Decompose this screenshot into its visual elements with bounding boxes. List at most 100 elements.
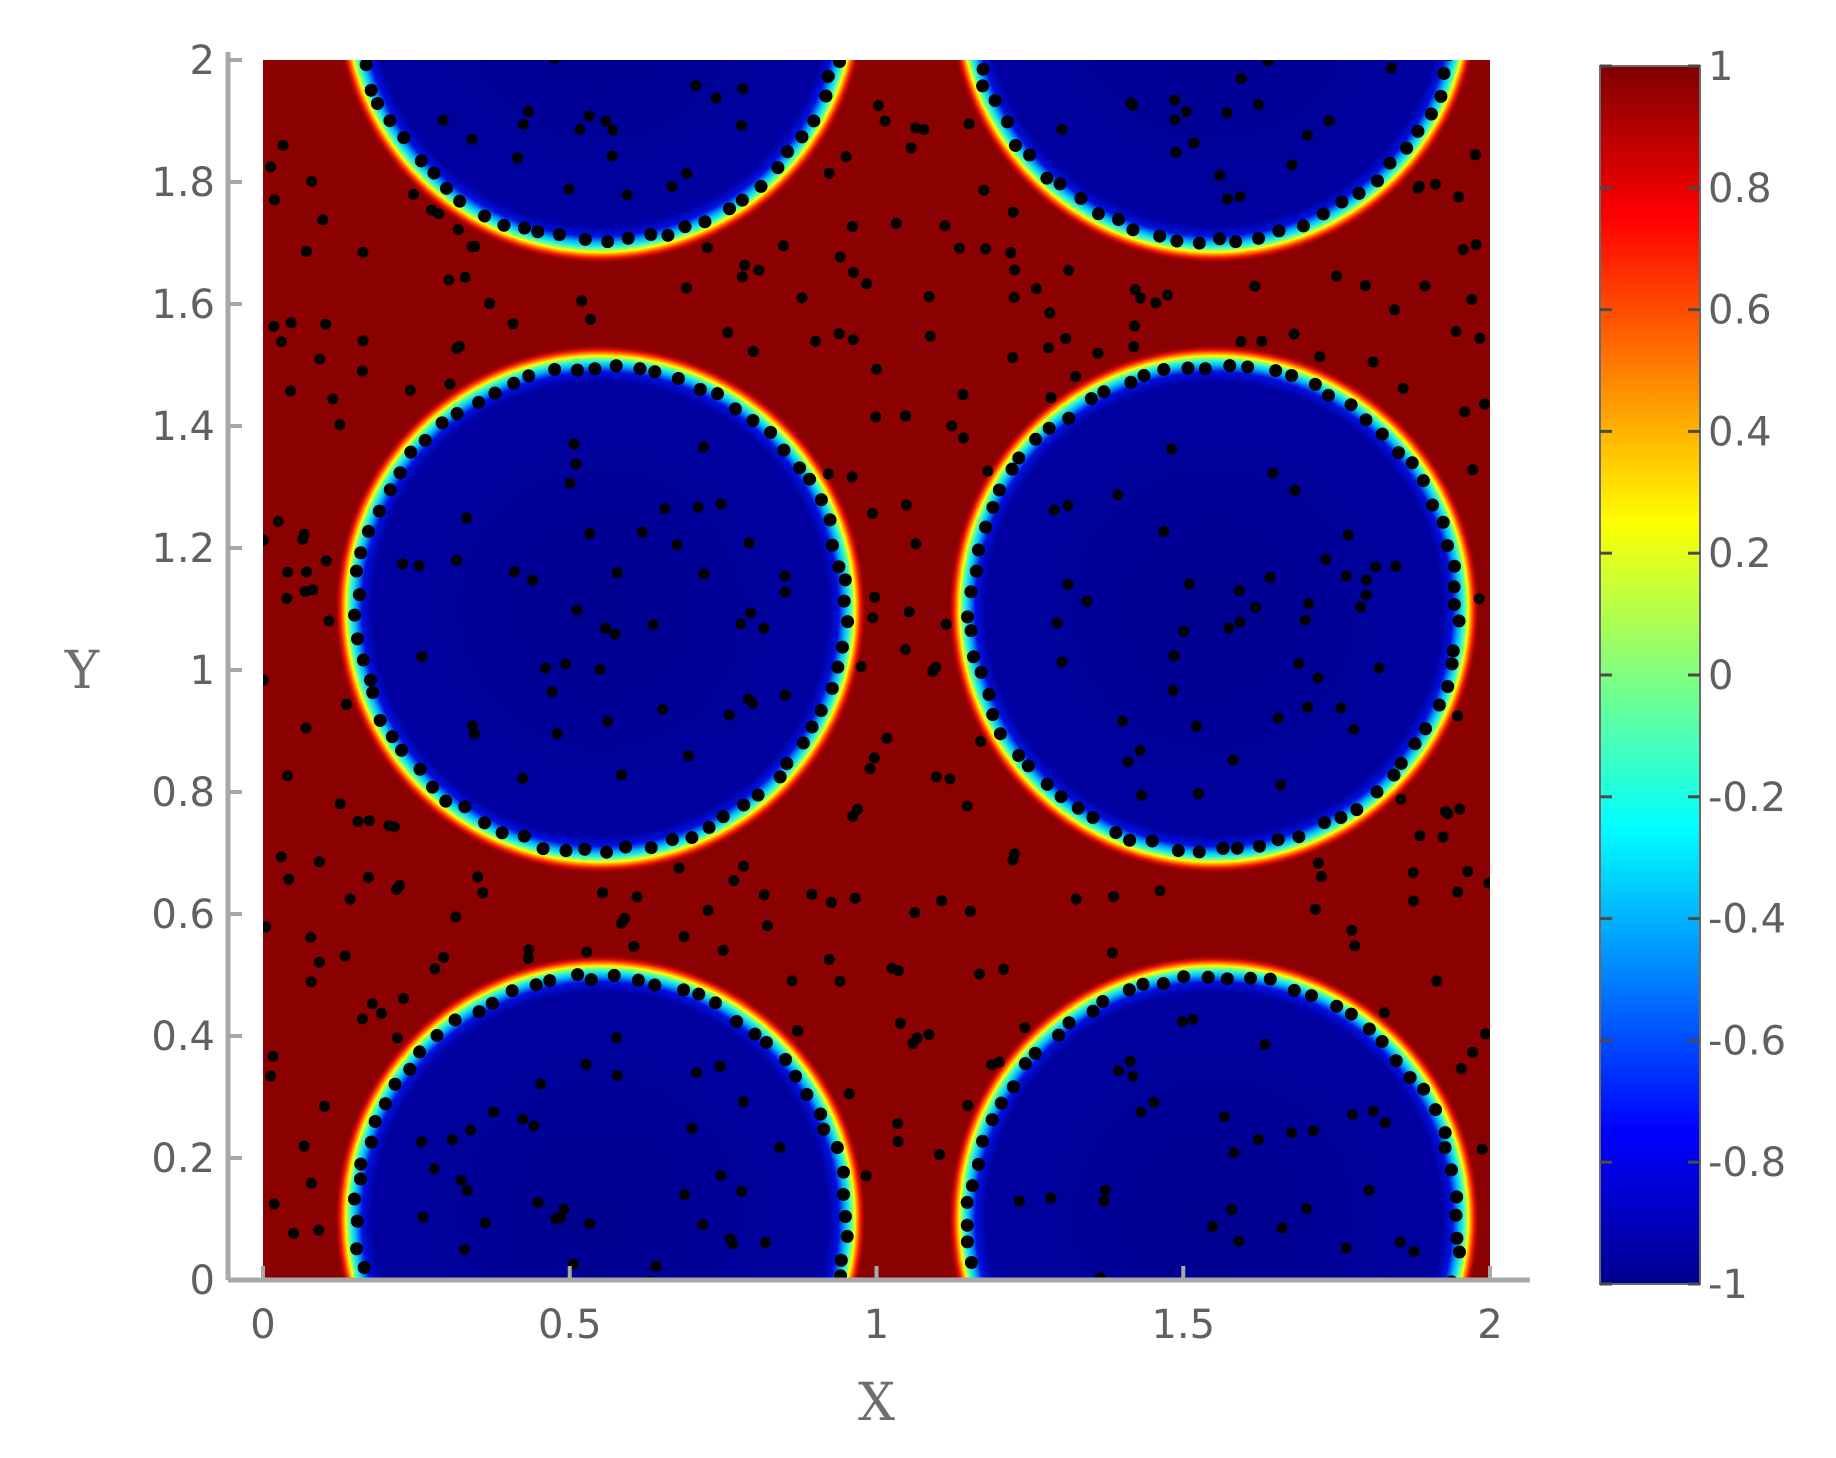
droplet-particle <box>1367 1105 1379 1117</box>
matrix-particle <box>584 313 596 325</box>
matrix-particle <box>1315 870 1327 882</box>
droplet-particle <box>1081 595 1093 607</box>
matrix-particle <box>911 1032 923 1044</box>
matrix-particle <box>466 241 478 253</box>
interface-particle <box>796 736 810 750</box>
droplet-particle <box>710 92 722 104</box>
droplet-particle <box>1408 1245 1420 1257</box>
interface-particle <box>1024 1374 1037 1387</box>
matrix-particle <box>285 385 297 397</box>
matrix-particle <box>822 468 834 480</box>
interface-particle <box>1052 1028 1066 1042</box>
interface-particle <box>764 425 778 439</box>
interface-particle <box>1362 1022 1376 1036</box>
matrix-particle <box>265 161 277 173</box>
droplet-particle <box>1293 657 1305 669</box>
matrix-particle <box>281 592 293 604</box>
interface-particle <box>814 704 828 718</box>
interface-particle <box>1253 839 1267 853</box>
matrix-particle <box>317 214 329 226</box>
interface-particle <box>1438 1141 1452 1155</box>
interface-particle <box>1367 1396 1380 1409</box>
droplet-particle <box>1355 601 1367 613</box>
droplet-particle <box>727 1237 739 1249</box>
matrix-particle <box>903 606 915 618</box>
interface-particle <box>1359 413 1373 427</box>
y-axis-label: Y <box>64 641 100 701</box>
y-ticks: 0 0.2 0.4 0.6 0.8 1 1.2 1.4 1.6 1.8 2 <box>151 38 242 1304</box>
droplet-particle <box>671 539 683 551</box>
droplet-particle <box>1275 779 1287 791</box>
droplet-particle <box>1301 0 1312 8</box>
interface-particle <box>1446 644 1460 658</box>
interface-particle <box>1177 970 1191 984</box>
matrix-particle <box>282 770 294 782</box>
matrix-particle <box>890 217 902 229</box>
interface-particle <box>458 800 472 814</box>
droplet-particle <box>438 1282 449 1293</box>
droplet-particle <box>779 586 791 598</box>
matrix-particle <box>1019 1022 1031 1034</box>
colorbar-tick-label: -0.2 <box>1708 775 1786 821</box>
matrix-particle <box>339 950 351 962</box>
droplet-particle <box>735 618 747 630</box>
interface-particle <box>834 5 847 18</box>
interface-particle <box>835 640 849 654</box>
droplet-particle <box>1340 570 1352 582</box>
droplet-particle <box>1215 14 1226 25</box>
matrix-particle <box>747 345 759 357</box>
interface-particle <box>1156 977 1170 991</box>
droplet-particle <box>648 1284 659 1295</box>
droplet-particle <box>1234 616 1246 628</box>
droplet-particle <box>1303 598 1315 610</box>
matrix-particle <box>940 618 952 630</box>
interface-particle <box>370 97 384 111</box>
matrix-particle <box>1346 924 1358 936</box>
droplet-particle <box>1343 1356 1354 1367</box>
matrix-particle <box>1457 244 1469 256</box>
droplet-particle <box>1135 1106 1147 1118</box>
droplet-particle <box>1170 146 1182 158</box>
droplet-2 <box>335 345 866 873</box>
interface-particle <box>779 1052 793 1066</box>
matrix-particle <box>507 318 519 330</box>
interface-particle <box>748 1027 762 1041</box>
y-tick-label: 1.8 <box>151 160 215 206</box>
interface-particle <box>830 1141 844 1155</box>
interface-particle <box>1437 1293 1450 1306</box>
droplet-particle <box>1289 484 1301 496</box>
matrix-particle <box>1349 940 1361 952</box>
y-tick-label: 0 <box>190 1258 215 1304</box>
matrix-particle <box>288 1227 300 1239</box>
droplet-particle <box>528 1120 540 1132</box>
matrix-particle <box>1009 264 1021 276</box>
interface-particle <box>693 382 707 396</box>
matrix-particle <box>340 698 352 710</box>
droplet-particle <box>682 750 694 762</box>
interface-particle <box>534 1451 547 1458</box>
interface-particle <box>363 1296 376 1309</box>
interface-particle <box>354 1157 368 1171</box>
interface-particle <box>666 1446 679 1458</box>
matrix-particle <box>1007 352 1019 364</box>
droplet-particle <box>465 1124 477 1136</box>
droplet-particle <box>1342 529 1354 541</box>
interface-particle <box>448 1013 462 1027</box>
interface-particle <box>1448 4 1461 17</box>
y-tick-label: 1.4 <box>151 404 215 450</box>
plot-area <box>263 0 1490 1458</box>
droplet-particle <box>1394 1236 1406 1248</box>
interface-particle <box>800 1088 814 1102</box>
interface-particle <box>376 1318 389 1331</box>
interface-particle <box>450 407 464 421</box>
interface-particle <box>350 1214 364 1228</box>
interface-particle <box>1416 474 1430 488</box>
droplet-particle <box>600 115 612 127</box>
matrix-particle <box>523 944 535 956</box>
droplet-particle <box>1360 589 1372 601</box>
matrix-particle <box>454 340 466 352</box>
interface-particle <box>961 610 975 624</box>
matrix-particle <box>263 674 269 686</box>
interface-particle <box>488 386 502 400</box>
matrix-particle <box>1106 947 1118 959</box>
